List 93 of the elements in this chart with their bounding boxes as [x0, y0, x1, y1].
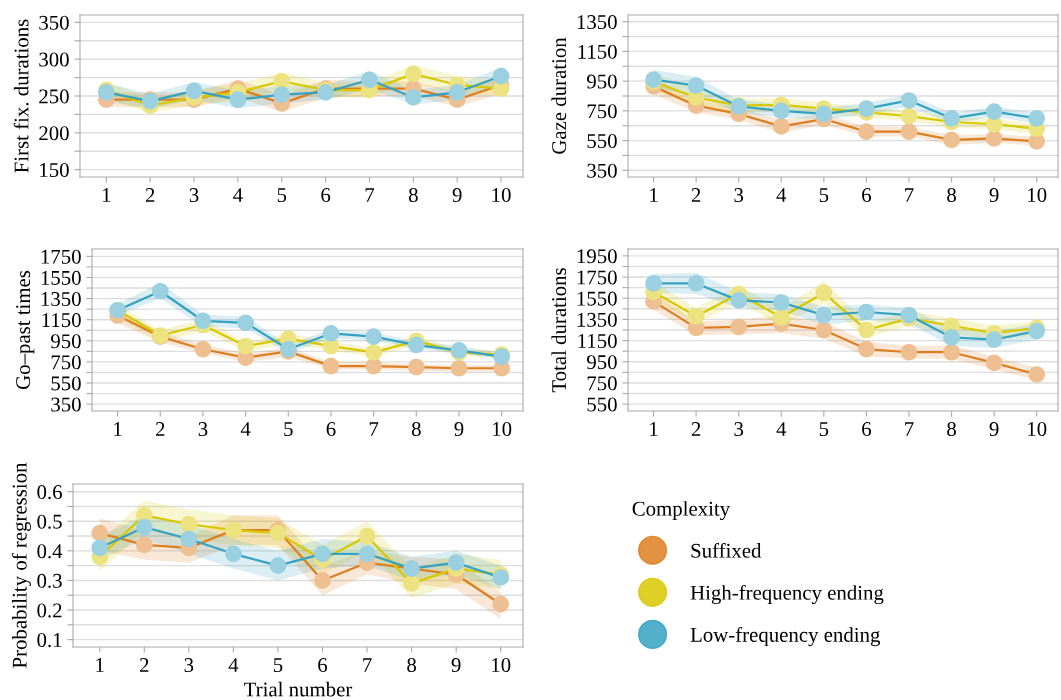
- x-tick-label: 7: [363, 658, 372, 672]
- x-tick-label: 4: [228, 658, 239, 672]
- x-tick-label: 8: [408, 188, 418, 203]
- x-tick-label: 7: [905, 422, 914, 436]
- y-tick-label: 1350: [577, 15, 617, 30]
- x-tick-label: 4: [233, 188, 243, 202]
- x-tick-label: 6: [321, 188, 331, 203]
- legend-title: Complexity: [632, 501, 731, 521]
- y-tick-label: 1750: [577, 270, 617, 285]
- y-tick-label: 250: [39, 89, 69, 104]
- y-axis-title: Total durations: [551, 268, 567, 393]
- x-tick-label: 10: [492, 658, 511, 673]
- x-tick-label: 6: [318, 658, 328, 673]
- y-tick-label: 550: [587, 397, 617, 412]
- x-tick-label: 5: [284, 422, 293, 437]
- y-tick-label: 1150: [578, 44, 617, 59]
- x-tick-label: 5: [819, 188, 829, 203]
- y-tick-label: 0.2: [37, 603, 62, 618]
- x-tick-label: 8: [947, 188, 956, 203]
- x-tick-label: 9: [989, 422, 999, 437]
- y-tick-label: 550: [587, 133, 617, 149]
- x-tick-label: 5: [277, 188, 287, 203]
- y-axis-title: First fix. durations: [13, 19, 29, 173]
- x-tick-label: 2: [691, 422, 701, 436]
- x-tick-label: 1: [102, 188, 111, 202]
- x-tick-label: 8: [947, 422, 956, 437]
- x-tick-label: 9: [451, 658, 461, 673]
- x-tick-label: 4: [240, 422, 251, 436]
- x-tick-label: 3: [734, 188, 744, 203]
- y-tick-label: 0.1: [37, 632, 62, 648]
- y-tick-label: 1550: [41, 270, 81, 285]
- y-axis-title: Go–past times: [16, 270, 35, 390]
- y-tick-label: 1150: [42, 313, 81, 328]
- legend-label: Suffixed: [691, 542, 762, 558]
- y-tick-label: 350: [587, 163, 617, 178]
- y-tick-label: 350: [39, 15, 69, 30]
- y-tick-label: 1350: [41, 291, 81, 307]
- y-tick-label: 350: [51, 397, 81, 412]
- x-tick-label: 1: [650, 188, 658, 202]
- y-tick-label: 950: [587, 74, 617, 89]
- y-axis-title: Gaze duration: [551, 37, 567, 154]
- y-tick-label: 0.5: [37, 514, 62, 529]
- y-tick-label: 300: [39, 52, 69, 67]
- x-tick-label: 6: [862, 422, 871, 437]
- x-tick-label: 1: [650, 422, 658, 436]
- y-tick-label: 0.6: [37, 485, 62, 500]
- x-tick-label: 4: [776, 422, 787, 436]
- x-tick-label: 3: [189, 188, 199, 203]
- x-tick-label: 8: [407, 658, 417, 673]
- x-tick-label: 2: [155, 422, 165, 436]
- y-tick-label: 150: [40, 163, 69, 178]
- y-tick-label: 750: [587, 104, 617, 119]
- y-axis-title: Probability of regression: [11, 462, 31, 668]
- y-tick-label: 1950: [577, 249, 617, 264]
- x-tick-label: 9: [452, 188, 462, 203]
- x-tick-label: 9: [454, 422, 464, 437]
- y-tick-label: 550: [51, 376, 81, 391]
- x-tick-label: 3: [734, 422, 744, 437]
- y-tick-label: 1550: [577, 291, 617, 306]
- y-tick-label: 1350: [577, 312, 617, 327]
- x-tick-label: 2: [145, 188, 155, 202]
- x-tick-label: 4: [776, 188, 787, 202]
- y-tick-label: 750: [51, 355, 81, 370]
- x-tick-label: 10: [493, 422, 512, 437]
- x-tick-label: 2: [139, 658, 149, 672]
- x-tick-label: 7: [365, 188, 375, 202]
- x-tick-label: 3: [184, 658, 194, 673]
- legend-label: High-frequency ending: [690, 584, 884, 605]
- y-tick-label: 0.3: [37, 573, 62, 588]
- x-tick-label: 2: [691, 188, 701, 202]
- x-tick-label: 10: [1028, 422, 1047, 437]
- x-tick-label: 5: [273, 658, 283, 673]
- y-tick-label: 950: [587, 355, 617, 370]
- y-tick-label: 1750: [41, 249, 81, 264]
- x-tick-label: 9: [989, 188, 999, 203]
- x-tick-label: 10: [1028, 188, 1047, 203]
- y-tick-label: 200: [39, 126, 69, 141]
- x-tick-label: 1: [114, 422, 122, 436]
- x-tick-label: 3: [198, 422, 208, 437]
- x-tick-label: 10: [492, 188, 511, 203]
- y-tick-label: 0.4: [37, 544, 63, 559]
- legend-label: Low-frequency ending: [690, 627, 880, 647]
- y-tick-label: 750: [587, 376, 617, 391]
- x-tick-label: 5: [819, 422, 829, 437]
- x-axis-title: Trial number: [244, 681, 353, 697]
- x-tick-label: 1: [96, 658, 104, 672]
- x-tick-label: 8: [411, 422, 421, 437]
- y-tick-label: 950: [51, 334, 81, 349]
- x-tick-label: 6: [326, 422, 336, 437]
- x-tick-label: 7: [369, 422, 379, 436]
- x-tick-label: 6: [862, 188, 871, 203]
- y-tick-label: 1150: [578, 333, 617, 349]
- x-tick-label: 7: [905, 188, 914, 202]
